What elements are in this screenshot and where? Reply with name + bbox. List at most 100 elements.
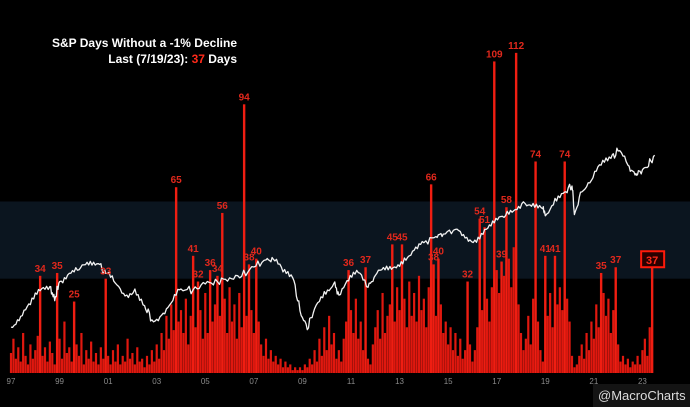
background-bar — [284, 361, 287, 373]
peak-bar — [242, 104, 246, 374]
last-value-label: 37 — [646, 255, 658, 267]
background-bar — [172, 330, 175, 373]
background-bar — [641, 350, 644, 373]
background-bar — [160, 332, 163, 373]
peak-bar — [429, 184, 433, 373]
background-bar — [43, 347, 47, 373]
background-bar — [58, 338, 61, 373]
background-bar — [14, 358, 17, 373]
last-value-box — [640, 250, 666, 269]
chart-title: S&P Days Without a -1% Decline — [52, 36, 237, 50]
peak-label: 41 — [188, 244, 200, 255]
background-bar — [498, 292, 501, 373]
background-bar — [320, 355, 323, 373]
background-bar — [488, 321, 491, 373]
background-bar — [337, 350, 340, 373]
background-bar — [636, 355, 639, 373]
peak-label: 36 — [205, 258, 217, 269]
background-bar — [473, 350, 476, 373]
x-tick-label: 17 — [492, 377, 501, 386]
background-bar — [561, 310, 564, 373]
background-bar — [449, 327, 452, 373]
x-tick-label: 05 — [201, 377, 210, 386]
background-bar — [94, 352, 98, 373]
background-bar — [340, 361, 343, 373]
background-bar — [396, 287, 399, 373]
peak-bar — [255, 258, 258, 373]
background-bar — [303, 364, 306, 373]
background-bar — [114, 361, 117, 373]
background-bar — [549, 292, 552, 373]
background-bar — [184, 298, 187, 373]
background-bar — [522, 350, 525, 373]
background-bar — [403, 298, 406, 373]
peak-label: 37 — [360, 255, 372, 266]
index-line-layer — [10, 147, 656, 331]
background-bar — [638, 364, 642, 373]
background-bar — [136, 347, 139, 373]
background-bar — [85, 350, 88, 373]
background-bar — [643, 338, 646, 373]
peak-bar — [55, 272, 59, 373]
background-bar — [97, 364, 100, 373]
peak-bar — [364, 267, 367, 373]
background-bar — [422, 298, 425, 373]
background-bar — [459, 338, 462, 373]
background-bar — [131, 352, 134, 373]
background-bar — [456, 355, 459, 373]
background-bar — [165, 315, 168, 373]
background-bar — [60, 358, 64, 373]
background-bar — [170, 304, 173, 373]
background-bar — [109, 364, 112, 373]
background-bar — [148, 364, 151, 373]
background-bar — [585, 332, 588, 373]
background-bar — [46, 361, 49, 373]
background-bar — [461, 358, 464, 373]
background-bar — [233, 304, 236, 373]
peak-label: 56 — [217, 201, 229, 212]
peak-label: 25 — [69, 290, 81, 301]
peak-label: 94 — [239, 92, 251, 103]
peak-label: 45 — [387, 232, 399, 243]
x-tick-label: 09 — [298, 377, 307, 386]
background-bar — [286, 367, 289, 373]
peak-label: 34 — [212, 264, 224, 275]
background-bar — [162, 350, 166, 373]
background-bar — [609, 332, 612, 373]
background-bar — [211, 321, 214, 373]
background-bar — [381, 292, 384, 373]
background-bar — [631, 361, 634, 373]
x-tick-label: 11 — [347, 377, 356, 386]
peak-bar — [500, 261, 503, 373]
credit-background — [593, 384, 690, 407]
peak-bar — [72, 301, 76, 373]
background-bar — [621, 355, 625, 373]
background-bar — [228, 287, 231, 373]
background-bar — [383, 332, 387, 373]
background-bar — [415, 321, 418, 373]
peak-label: 65 — [171, 175, 183, 186]
background-bar — [87, 358, 90, 373]
background-bar — [398, 310, 401, 373]
peak-label: 37 — [610, 255, 622, 266]
peak-bar — [466, 281, 469, 373]
background-bar — [272, 361, 275, 373]
background-bar — [464, 350, 467, 373]
peak-bars — [38, 52, 654, 374]
peak-bar — [174, 187, 178, 373]
background-bar — [366, 358, 370, 373]
x-tick-label: 07 — [249, 377, 258, 386]
background-bar — [323, 327, 326, 373]
subtitle-prefix: Last (7/19/23): — [108, 52, 191, 66]
background-bar — [218, 315, 221, 373]
x-tick-label: 03 — [152, 377, 161, 386]
background-bar — [102, 358, 105, 373]
background-bar — [451, 350, 455, 373]
background-bar — [119, 364, 122, 373]
background-bar — [354, 298, 357, 373]
background-bar — [405, 327, 408, 373]
background-bar — [296, 370, 299, 373]
background-bar — [143, 367, 146, 373]
background-bar — [413, 292, 416, 373]
